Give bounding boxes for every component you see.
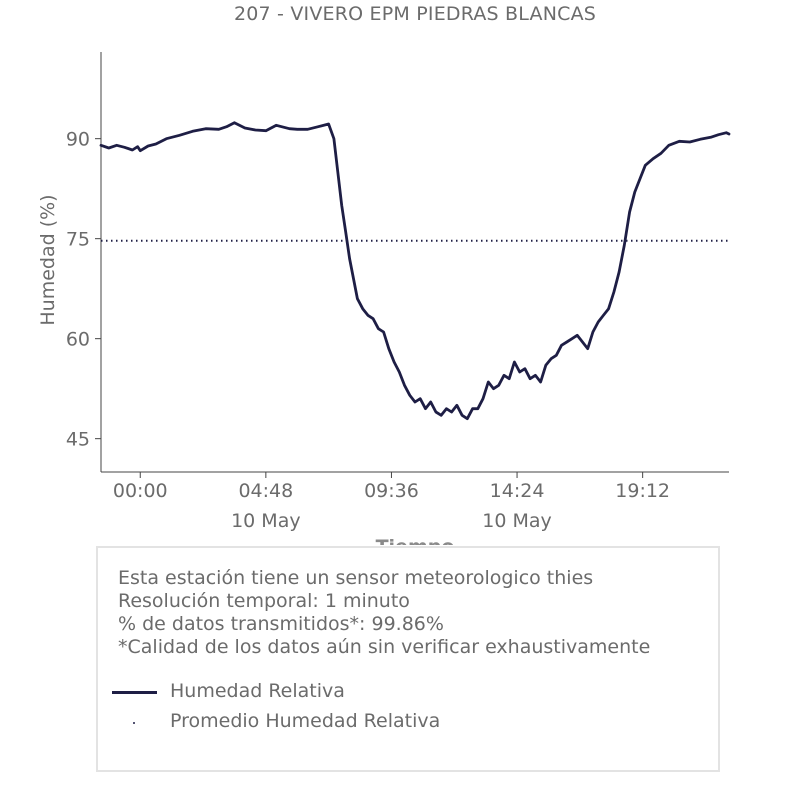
chart-series <box>99 121 731 421</box>
x-tick-date-label: 10 May <box>482 510 552 532</box>
y-tick-label: 90 <box>66 129 90 151</box>
humidity-series-line <box>99 121 731 421</box>
x-tick-label: 04:48 <box>238 480 293 502</box>
x-axis-label: Tiempo <box>376 536 455 545</box>
legend-dot-icon <box>133 722 135 724</box>
x-tick-date-label: 10 May <box>231 510 301 532</box>
legend-solid-line-icon <box>112 691 157 694</box>
y-axis-label: Humedad (%) <box>37 194 59 325</box>
x-axis-ticks: 00:00 04:48 10 May 09:36 14:24 10 May 19:12 <box>113 472 670 532</box>
humidity-chart: 45 60 75 90 00:00 04:48 10 May 09:36 14:24 10 Ma… <box>37 52 731 545</box>
sensor-info: Esta estación tiene un sensor meteorolog… <box>118 567 594 589</box>
legend-label-humidity: Humedad Relativa <box>170 680 345 702</box>
legend-label-average: Promedio Humedad Relativa <box>170 710 441 732</box>
x-tick-label: 00:00 <box>113 480 168 502</box>
info-panel: Esta estación tiene un sensor meteorolog… <box>96 546 720 772</box>
y-axis-ticks: 45 60 75 90 <box>66 129 101 451</box>
transmission-info: % de datos transmitidos*: 99.86% <box>118 613 444 635</box>
y-tick-label: 75 <box>66 229 90 251</box>
x-tick-label: 09:36 <box>364 480 419 502</box>
y-tick-label: 60 <box>66 329 90 351</box>
x-tick-label: 14:24 <box>490 480 545 502</box>
resolution-info: Resolución temporal: 1 minuto <box>118 590 410 612</box>
y-tick-label: 45 <box>66 429 90 451</box>
chart-title: 207 - VIVERO EPM PIEDRAS BLANCAS <box>233 3 597 25</box>
x-tick-label: 19:12 <box>615 480 670 502</box>
quality-note: *Calidad de los datos aún sin verificar … <box>118 636 651 658</box>
chart-axes <box>100 52 729 473</box>
